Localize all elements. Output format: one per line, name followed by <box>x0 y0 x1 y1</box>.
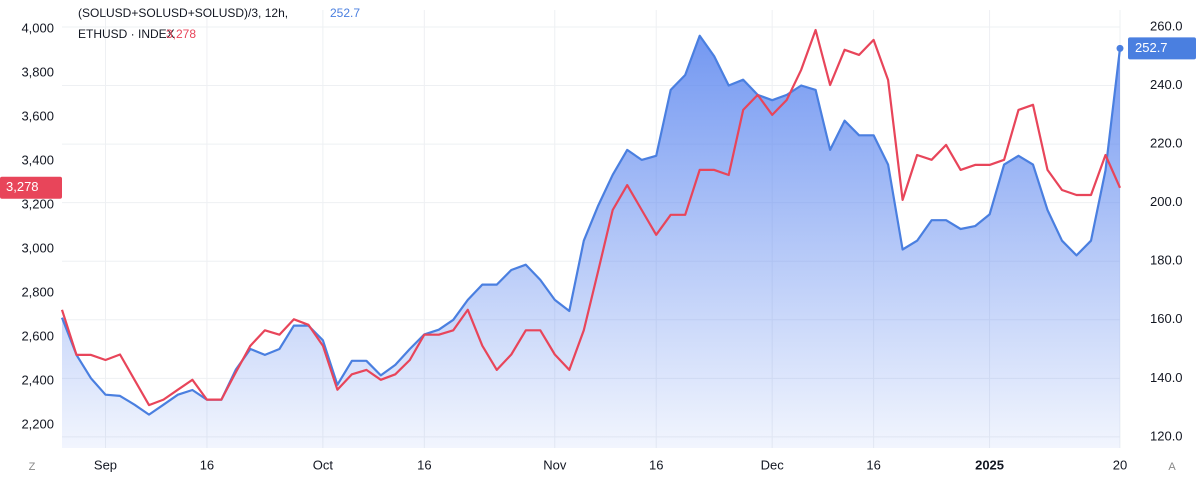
last-point <box>1116 44 1124 52</box>
y-tick-label: 3,600 <box>21 108 54 123</box>
y-tick-label: 2,600 <box>21 328 54 343</box>
y-tick-label: 3,400 <box>21 152 54 167</box>
y2-tick-label: 180.0 <box>1150 253 1183 268</box>
x-tick-label: 16 <box>866 457 880 472</box>
y-tick-label: 3,800 <box>21 64 54 79</box>
y2-tick-label: 120.0 <box>1150 428 1183 443</box>
button[interactable]: A <box>1168 461 1176 473</box>
y2-tick-label: 140.0 <box>1150 370 1183 385</box>
x-tick-label: 20 <box>1113 457 1127 472</box>
line <box>60 28 1122 407</box>
legend-series-0: (SOLUSD+SOLUSD+SOLUSD)/3, 12h, <box>78 6 288 20</box>
y2-tick-label: 160.0 <box>1150 311 1183 326</box>
x-tick-label: Oct <box>313 457 334 472</box>
y2-tick-label: 200.0 <box>1150 194 1183 209</box>
y2-tick-label: 260.0 <box>1150 18 1183 33</box>
x-tick-label: Dec <box>761 457 785 472</box>
x-tick-label: Sep <box>94 457 117 472</box>
price-badge-label: 3,278 <box>6 179 39 194</box>
y-tick-label: 2,800 <box>21 284 54 299</box>
button[interactable]: Z <box>29 461 36 473</box>
x-tick-label: Nov <box>543 457 567 472</box>
price-badge <box>0 176 62 199</box>
legend-series-1: ETHUSD · INDEX <box>78 27 175 41</box>
y-tick-label: 2,200 <box>21 416 54 431</box>
y-tick-label: 2,400 <box>21 372 54 387</box>
y2-tick-label: 220.0 <box>1150 136 1183 151</box>
area <box>62 35 1120 449</box>
x-tick-label: 2025 <box>975 457 1004 472</box>
y2-tick-label: 240.0 <box>1150 77 1183 92</box>
price-badge-label: 252.7 <box>1135 40 1168 55</box>
legend-value-1: 3,278 <box>166 27 196 41</box>
x-tick-label: 16 <box>417 457 431 472</box>
x-tick-label: 16 <box>649 457 663 472</box>
legend-value-0: 252.7 <box>330 6 360 20</box>
x-tick-label: 16 <box>200 457 214 472</box>
price-badge <box>1128 37 1196 60</box>
y-tick-label: 3,200 <box>21 196 54 211</box>
y-tick-label: 4,000 <box>21 20 54 35</box>
y-tick-label: 3,000 <box>21 240 54 255</box>
